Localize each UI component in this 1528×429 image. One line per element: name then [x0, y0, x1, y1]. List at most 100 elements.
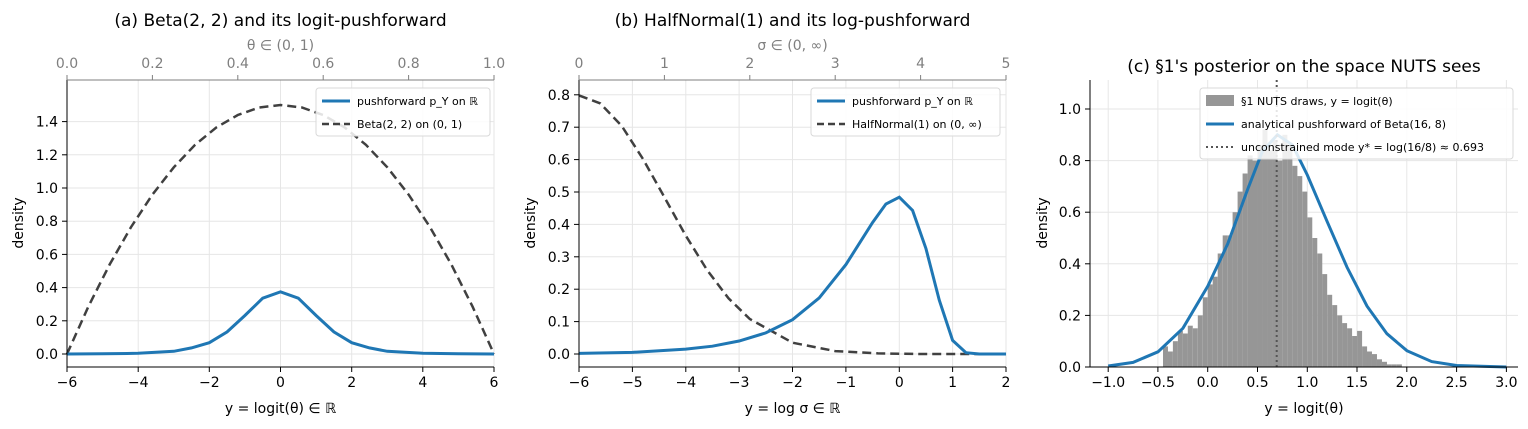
panel-a-xtick: −4 [128, 375, 149, 391]
histogram-bar [1232, 212, 1238, 367]
panel-a-top-axis: 0.0 0.2 0.4 0.6 0.8 1.0 θ ∈ (0, 1) [56, 38, 505, 80]
panel-a-plot [65, 103, 496, 356]
panel-b-xtick: 0 [895, 375, 904, 391]
panel-a-ytick: 1.0 [36, 181, 58, 197]
panel-b-xtick: −6 [569, 375, 590, 391]
histogram-bar [1362, 346, 1368, 367]
panel-c-legend: §1 NUTS draws, y = logit(θ) analytical p… [1199, 87, 1514, 160]
panel-b-legend: pushforward p_Y on ℝ HalfNormal(1) on (0… [810, 87, 1001, 137]
histogram-bar [1317, 253, 1323, 367]
histogram-bar [1322, 274, 1328, 367]
panel-a-top-tick: 0.6 [312, 56, 334, 72]
histogram-bar [1396, 364, 1402, 367]
panel-c-ylabel: density [1035, 197, 1051, 248]
panel-a-legend-entry: Beta(2, 2) on (0, 1) [357, 118, 462, 131]
histogram-bar [1372, 354, 1377, 367]
panel-a-xlabel: y = logit(θ) ∈ ℝ [225, 401, 337, 417]
panel-b-xtick: −3 [729, 375, 750, 391]
panel-b-xticks: −6 −5 −4 −3 −2 −1 0 1 2 [569, 367, 1011, 391]
panel-a-xtick: 6 [490, 375, 499, 391]
panel-a-line-pushforward [66, 290, 495, 356]
panel-c-xtick: 0.0 [1197, 375, 1219, 391]
histogram-bar [1327, 294, 1333, 367]
panel-b-top-tick: 1 [660, 56, 669, 72]
histogram-bar [1257, 145, 1263, 367]
histogram-bar [1297, 176, 1303, 367]
panel-b-ytick: 0.2 [548, 282, 570, 298]
panel-c-xtick: 2.0 [1396, 375, 1418, 391]
histogram-bar [1312, 238, 1318, 367]
panel-c-ytick: 0.8 [1059, 154, 1081, 170]
panel-c-ytick: 1.0 [1059, 102, 1081, 118]
panel-b-xtick: −1 [836, 375, 857, 391]
panel-b-xtick: 1 [948, 375, 957, 391]
panel-c-xtick: 0.5 [1246, 375, 1268, 391]
histogram-bar [1272, 140, 1278, 367]
panel-b-yticks: 0.0 0.1 0.2 0.3 0.4 0.5 0.6 0.7 0.8 [548, 88, 579, 363]
histogram-bar [1217, 253, 1223, 367]
panel-c-xtick: 2.5 [1445, 375, 1467, 391]
panel-b-xtick: −5 [622, 375, 643, 391]
panel-a-xtick: 4 [418, 375, 427, 391]
panel-b-ytick: 0.3 [548, 250, 570, 266]
histogram-bar [1391, 364, 1397, 367]
panel-c-legend-entry: analytical pushforward of Beta(16, 8) [1241, 118, 1446, 131]
panel-a-title: (a) Beta(2, 2) and its logit-pushforward [114, 11, 446, 31]
panel-a-xtick: −2 [199, 375, 220, 391]
histogram-bar [1163, 346, 1168, 367]
panel-a-xtick: 2 [347, 375, 356, 391]
histogram-bar [1247, 155, 1253, 367]
histogram-bar [1242, 173, 1248, 367]
panel-a-top-tick: 0.4 [227, 56, 249, 72]
histogram-bar [1342, 323, 1348, 367]
panel-c-xtick: 3.0 [1495, 375, 1517, 391]
histogram-bar [1212, 276, 1218, 367]
histogram-bar [1207, 284, 1213, 367]
panel-c: −1.0 −0.5 0.0 0.5 1.0 1.5 2.0 2.5 3.0 0.… [1035, 57, 1518, 417]
panel-b-line-halfnormal [578, 94, 1006, 356]
panel-c-histogram [1163, 129, 1402, 367]
panel-b-ylabel: density [523, 197, 539, 248]
panel-a-ytick: 0.0 [36, 347, 58, 363]
histogram-bar [1347, 328, 1353, 367]
panel-a-top-tick: 1.0 [483, 56, 505, 72]
panel-b-ytick: 0.7 [548, 120, 570, 136]
histogram-bar [1227, 235, 1233, 367]
panel-a-line-beta [65, 103, 496, 355]
panel-b-top-tick: 5 [1002, 56, 1011, 72]
panel-b-xtick: −2 [782, 375, 803, 391]
panel-c-legend-entry: §1 NUTS draws, y = logit(θ) [1241, 95, 1393, 108]
panel-b-top-tick: 3 [831, 56, 840, 72]
panel-c-ytick: 0.6 [1059, 205, 1081, 221]
histogram-bar [1192, 328, 1198, 367]
panel-b-xtick: 2 [1002, 375, 1011, 391]
panel-c-ytick: 0.2 [1059, 308, 1081, 324]
panel-a-xtick: 0 [276, 375, 285, 391]
histogram-bar [1352, 336, 1358, 367]
panel-b-top-axis-label: σ ∈ (0, ∞) [757, 38, 827, 54]
panel-c-title: (c) §1's posterior on the space NUTS see… [1127, 57, 1481, 77]
panel-a-top-tick: 0.8 [397, 56, 419, 72]
histogram-bar [1182, 333, 1188, 367]
histogram-bar [1292, 165, 1298, 367]
panel-b-legend-entry: pushforward p_Y on ℝ [852, 95, 973, 108]
panel-a-ytick: 0.2 [36, 314, 58, 330]
panel-a-ytick: 0.6 [36, 247, 58, 263]
panel-b-ytick: 0.6 [548, 153, 570, 169]
panel-a-legend-entry: pushforward p_Y on ℝ [357, 95, 478, 108]
histogram-bar [1267, 150, 1273, 367]
panel-b-ytick: 0.1 [548, 315, 570, 331]
panel-b-plot [578, 94, 1006, 356]
panel-a-top-axis-label: θ ∈ (0, 1) [247, 38, 314, 54]
histogram-bar [1172, 341, 1178, 367]
panel-a-top-tick: 0.0 [56, 56, 78, 72]
histogram-bar [1167, 351, 1173, 367]
histogram-bar [1302, 191, 1308, 367]
panel-c-axes [1089, 80, 1518, 368]
histogram-bar [1377, 359, 1382, 367]
panel-c-legend-entry: unconstrained mode y* = log(16/8) ≈ 0.69… [1241, 141, 1484, 154]
panel-b-top-axis: 0 1 2 3 4 5 σ ∈ (0, ∞) [575, 38, 1011, 80]
histogram-bar [1237, 191, 1243, 367]
panel-c-xtick: −1.0 [1091, 375, 1125, 391]
